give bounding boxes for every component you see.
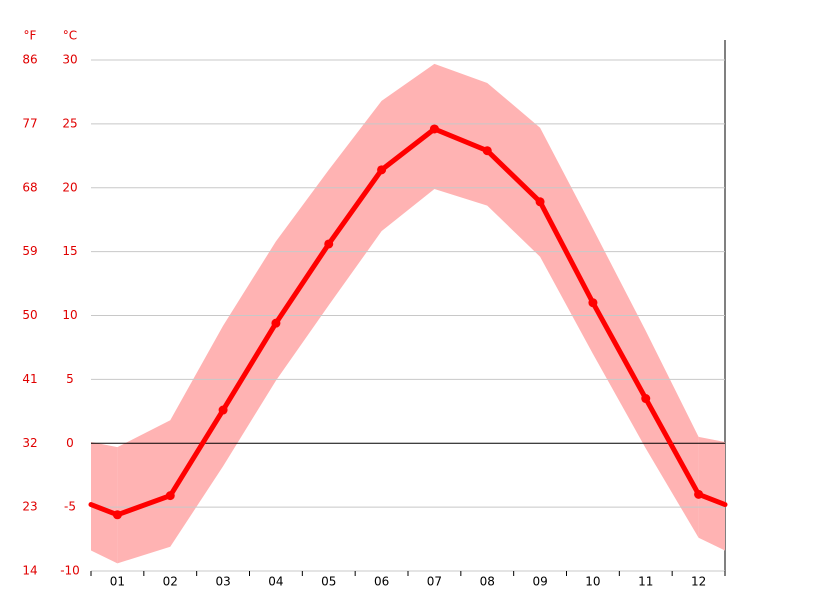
x-tick-label: 03 — [215, 575, 230, 589]
y-tick-label: -10 — [60, 564, 80, 578]
y2-tick-label: 68 — [22, 180, 37, 194]
temperature-band — [117, 63, 699, 564]
point — [429, 124, 439, 134]
x-tick-label: 06 — [374, 575, 389, 589]
y-tick-label: -5 — [64, 500, 76, 514]
y-tick-label: 10 — [62, 308, 77, 322]
x-tick-label: 02 — [163, 575, 178, 589]
band-layer — [91, 63, 725, 564]
x-tick-label: 04 — [268, 575, 283, 589]
point — [588, 298, 598, 308]
x-tick-label: 10 — [585, 575, 600, 589]
y2-tick-label: 86 — [22, 53, 37, 67]
x-tick-label: 05 — [321, 575, 336, 589]
y2-tick-label: 41 — [22, 372, 37, 386]
point — [324, 239, 334, 249]
y-unit: °C — [63, 29, 77, 43]
x-tick-label: 01 — [110, 575, 125, 589]
line-wrap — [696, 491, 728, 508]
line-layer — [88, 124, 728, 520]
x-tick-label: 09 — [532, 575, 547, 589]
y-tick-label: 25 — [62, 116, 77, 130]
x-tick-label: 11 — [638, 575, 653, 589]
line-wrap — [88, 502, 120, 518]
y2-tick-label: 23 — [22, 500, 37, 514]
point — [694, 489, 704, 499]
x-tick-label: 08 — [480, 575, 495, 589]
mean-line — [116, 126, 701, 518]
y-tick-label: 20 — [62, 180, 77, 194]
band-wrap — [91, 441, 118, 564]
point — [641, 394, 651, 404]
y2-tick-label: 32 — [22, 436, 37, 450]
point — [271, 318, 281, 328]
band-wrap — [698, 436, 725, 551]
y-tick-label: 15 — [62, 244, 77, 258]
y2-tick-label: 77 — [22, 116, 37, 130]
point — [377, 165, 387, 175]
y2-tick-label: 50 — [22, 308, 37, 322]
y2-tick-label: 14 — [22, 564, 37, 578]
x-tick-label: 07 — [427, 575, 442, 589]
y-tick-label: 5 — [66, 372, 74, 386]
y2-unit: °F — [24, 29, 37, 43]
y-tick-label: 0 — [66, 436, 74, 450]
point — [482, 146, 492, 156]
y2-tick-label: 59 — [22, 244, 37, 258]
x-tick-label: 12 — [691, 575, 706, 589]
point — [165, 491, 175, 501]
point — [112, 510, 122, 520]
point — [535, 197, 545, 207]
y-tick-label: 30 — [62, 53, 77, 67]
point — [218, 405, 228, 415]
